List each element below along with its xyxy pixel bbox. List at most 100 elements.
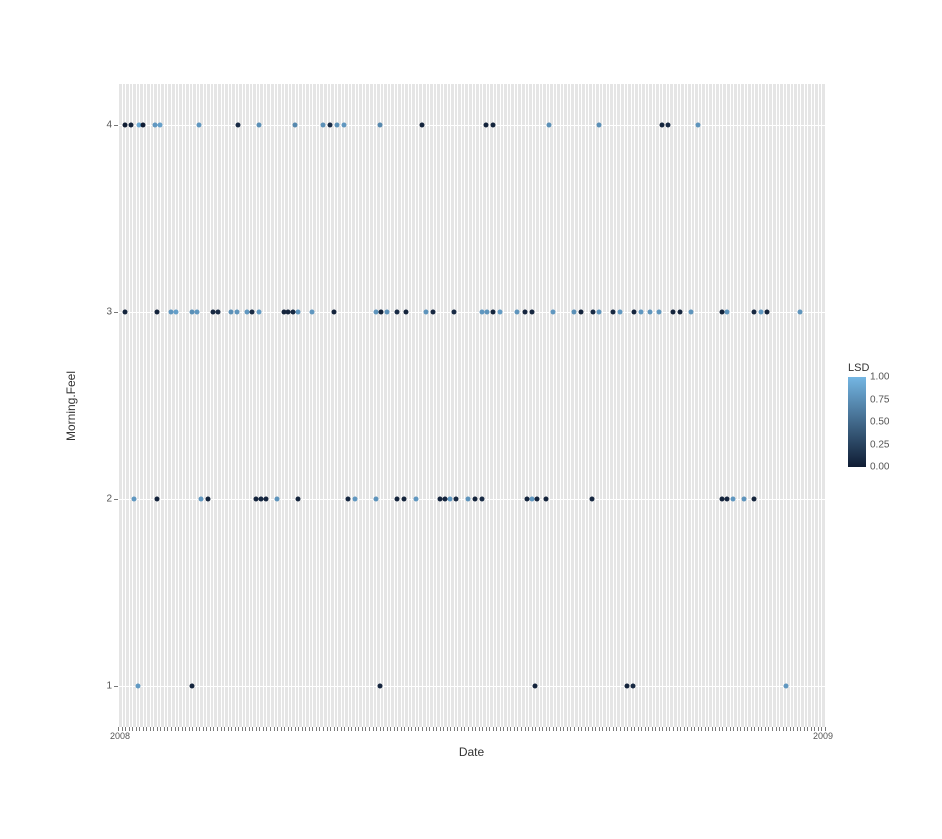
- x-tick-mark: [514, 727, 515, 731]
- gridline-v: [122, 84, 123, 727]
- data-point: [596, 123, 601, 128]
- legend-tick-label: 1.00: [870, 372, 889, 383]
- data-point: [610, 310, 615, 315]
- x-tick-mark: [242, 727, 243, 731]
- gridline-v: [369, 84, 370, 727]
- gridline-v: [804, 84, 805, 727]
- x-tick-mark: [507, 727, 508, 731]
- chart-stage: 1234 20082009 Morning.Feel Date LSD 1.00…: [0, 0, 942, 839]
- gridline-v: [146, 84, 147, 727]
- y-tick-mark: [114, 312, 118, 313]
- gridline-v: [464, 84, 465, 727]
- gridline-v: [517, 84, 518, 727]
- gridline-v: [602, 84, 603, 727]
- gridline-v: [793, 84, 794, 727]
- gridline-v: [701, 84, 702, 727]
- data-point: [275, 496, 280, 501]
- gridline-v: [274, 84, 275, 727]
- x-tick-mark: [270, 727, 271, 731]
- x-tick-mark: [132, 727, 133, 731]
- x-tick-mark: [274, 727, 275, 731]
- gridline-v: [514, 84, 515, 727]
- data-point: [141, 123, 146, 128]
- gridline-v: [521, 84, 522, 727]
- gridline-v: [592, 84, 593, 727]
- y-tick-label: 3: [100, 307, 112, 318]
- x-tick-mark: [450, 727, 451, 731]
- x-tick-mark: [793, 727, 794, 731]
- data-point: [335, 123, 340, 128]
- gridline-v: [616, 84, 617, 727]
- data-point: [128, 123, 133, 128]
- gridline-v: [549, 84, 550, 727]
- x-tick-mark: [376, 727, 377, 731]
- gridline-v: [129, 84, 130, 727]
- gridline-v: [493, 84, 494, 727]
- x-tick-mark: [758, 727, 759, 731]
- x-tick-mark: [472, 727, 473, 731]
- x-tick-mark: [358, 727, 359, 731]
- gridline-v: [196, 84, 197, 727]
- x-tick-mark: [744, 727, 745, 731]
- gridline-v: [203, 84, 204, 727]
- data-point: [490, 310, 495, 315]
- data-point: [190, 683, 195, 688]
- data-point: [725, 496, 730, 501]
- data-point: [759, 310, 764, 315]
- gridline-v: [270, 84, 271, 727]
- x-tick-mark: [316, 727, 317, 731]
- gridline-v: [125, 84, 126, 727]
- data-point: [688, 310, 693, 315]
- gridline-v: [330, 84, 331, 727]
- x-tick-mark: [779, 727, 780, 731]
- x-tick-mark: [344, 727, 345, 731]
- gridline-v: [666, 84, 667, 727]
- data-point: [617, 310, 622, 315]
- x-tick-mark: [167, 727, 168, 731]
- y-axis-label: Morning.Feel: [64, 370, 78, 440]
- gridline-v: [556, 84, 557, 727]
- gridline-v: [192, 84, 193, 727]
- data-point: [731, 496, 736, 501]
- x-tick-mark: [249, 727, 250, 731]
- data-point: [342, 123, 347, 128]
- gridline-v: [309, 84, 310, 727]
- gridline-v: [744, 84, 745, 727]
- gridline-v: [574, 84, 575, 727]
- x-tick-mark: [747, 727, 748, 731]
- x-tick-mark: [807, 727, 808, 731]
- gridline-v: [768, 84, 769, 727]
- x-tick-mark: [319, 727, 320, 731]
- gridline-v: [489, 84, 490, 727]
- x-tick-mark: [535, 727, 536, 731]
- x-tick-mark: [503, 727, 504, 731]
- data-point: [199, 496, 204, 501]
- x-tick-mark: [567, 727, 568, 731]
- gridline-v: [599, 84, 600, 727]
- gridline-v: [496, 84, 497, 727]
- x-tick-mark: [599, 727, 600, 731]
- x-tick-mark: [722, 727, 723, 731]
- y-tick-mark: [114, 686, 118, 687]
- data-point: [591, 310, 596, 315]
- gridline-v: [337, 84, 338, 727]
- x-tick-mark: [150, 727, 151, 731]
- gridline-v: [344, 84, 345, 727]
- x-tick-mark: [489, 727, 490, 731]
- gridline-v: [189, 84, 190, 727]
- gridline-v: [535, 84, 536, 727]
- x-tick-mark: [539, 727, 540, 731]
- x-tick-mark: [411, 727, 412, 731]
- gridline-v: [397, 84, 398, 727]
- gridline-v: [715, 84, 716, 727]
- x-tick-mark: [231, 727, 232, 731]
- x-tick-mark: [549, 727, 550, 731]
- gridline-v: [786, 84, 787, 727]
- gridline-v: [525, 84, 526, 727]
- gridline-v: [620, 84, 621, 727]
- gridline-v: [334, 84, 335, 727]
- data-point: [197, 123, 202, 128]
- x-tick-mark: [616, 727, 617, 731]
- data-point: [656, 310, 661, 315]
- gridline-v: [153, 84, 154, 727]
